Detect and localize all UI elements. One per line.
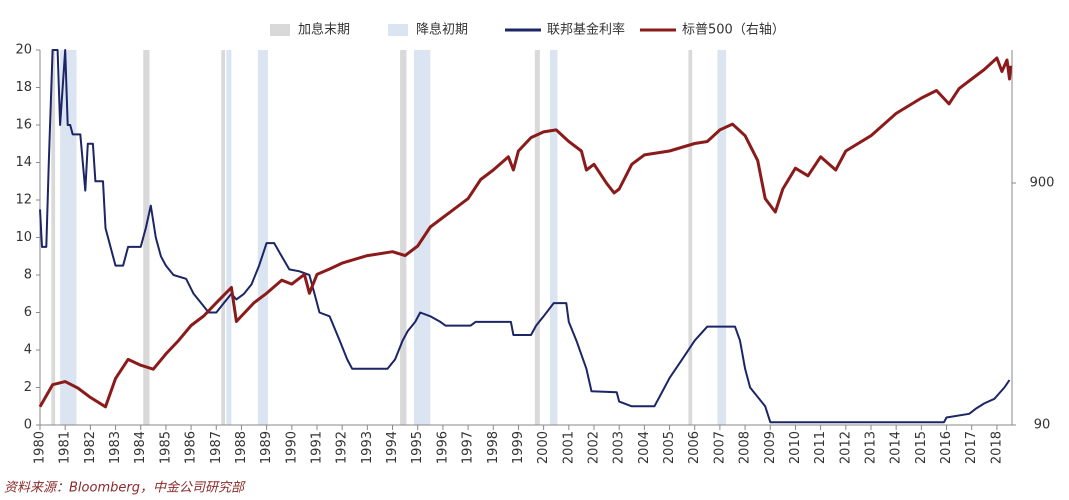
x-tick-label: 2014 [889,431,904,464]
legend-swatch [388,24,408,36]
x-tick-label: 2015 [914,431,929,464]
band [51,50,56,425]
x-tick-label: 1980 [33,431,48,464]
y-tick-label: 10 [15,230,32,245]
band [549,50,558,425]
x-tick-label: 1995 [410,431,425,464]
x-tick-label: 2002 [586,431,601,464]
x-tick-label: 2001 [561,431,576,464]
x-tick-label: 2006 [687,431,702,464]
y-tick-label: 18 [15,80,32,95]
series-line [38,56,1013,409]
band [60,50,77,425]
x-tick-label: 1988 [234,431,249,464]
x-tick-label: 2005 [662,431,677,464]
x-tick-label: 1986 [184,431,199,464]
y-tick-label: 14 [15,155,32,170]
band [226,50,232,425]
source-note: 资料来源：Bloomberg，中金公司研究部 [4,480,246,496]
y-tick-label: 2 [24,380,32,395]
band [400,50,407,425]
x-tick-label: 1996 [435,431,450,464]
band [221,50,226,425]
legend-label: 降息初期 [416,22,468,38]
x-tick-label: 2010 [788,431,803,464]
band [143,50,150,425]
x-tick-label: 2004 [637,431,652,464]
y-tick-label: 12 [15,193,32,208]
x-tick-label: 2016 [939,431,954,464]
legend-label: 加息末期 [298,22,350,38]
x-tick-label: 2011 [813,431,828,464]
band [534,50,540,425]
x-tick-label: 2000 [536,431,551,464]
y2-tick-label: 90 [1034,418,1051,433]
legend-label: 联邦基金利率 [547,22,625,38]
x-tick-label: 1993 [360,431,375,464]
band [717,50,727,425]
y-tick-label: 20 [15,43,32,58]
x-tick-label: 2013 [863,431,878,464]
x-tick-label: 1994 [385,431,400,464]
y-tick-label: 16 [15,118,32,133]
band [688,50,693,425]
x-tick-label: 2009 [763,431,778,464]
series-line [39,49,1011,424]
y-tick-label: 4 [24,343,32,358]
x-tick-label: 2012 [838,431,853,464]
legend-label: 标普500（右轴） [682,23,785,38]
band [257,50,268,425]
x-tick-label: 1991 [309,431,324,464]
x-tick-label: 1990 [284,431,299,464]
x-tick-label: 2018 [989,431,1004,464]
x-tick-label: 1997 [461,431,476,464]
y-tick-label: 6 [24,305,32,320]
x-tick-label: 1983 [108,431,123,464]
x-tick-label: 2008 [738,431,753,464]
x-tick-label: 1999 [511,431,526,464]
y2-tick-label: 900 [1030,175,1055,190]
x-tick-label: 1989 [259,431,274,464]
x-tick-label: 1982 [83,431,98,464]
x-tick-label: 1987 [209,431,224,464]
y-tick-label: 0 [24,418,32,433]
y-tick-label: 8 [24,268,32,283]
x-tick-label: 1984 [133,431,148,464]
x-tick-label: 1992 [335,431,350,464]
x-tick-label: 1981 [58,431,73,464]
x-tick-label: 1998 [486,431,501,464]
x-tick-label: 1985 [158,431,173,464]
x-tick-label: 2017 [964,431,979,464]
legend-swatch [270,24,290,36]
x-tick-label: 2003 [612,431,627,464]
x-tick-label: 2007 [712,431,727,464]
